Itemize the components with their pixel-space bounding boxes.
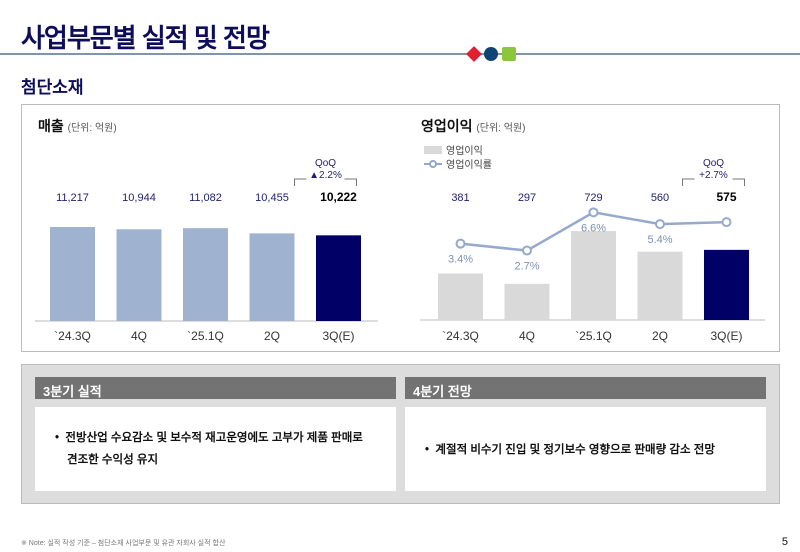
bar	[249, 233, 295, 321]
bar	[183, 228, 228, 321]
value-label: 11,082	[189, 192, 222, 204]
qoq-label: QoQ	[703, 158, 724, 169]
charts-box	[21, 104, 780, 352]
category-label: `25.1Q	[187, 329, 224, 343]
margin-label: 5.4%	[647, 234, 672, 246]
q4-header: 4분기 전망	[405, 377, 766, 399]
value-label: 10,222	[320, 190, 357, 204]
category-label: `24.3Q	[442, 329, 479, 343]
value-label: 297	[518, 192, 536, 204]
category-label: 3Q(E)	[322, 329, 354, 343]
legend-line-label: 영업이익률	[446, 158, 492, 171]
category-label: `25.1Q	[575, 329, 612, 343]
qoq-bracket	[682, 178, 745, 186]
margin-label: 6.6%	[581, 222, 606, 234]
bar	[704, 249, 749, 320]
value-label: 729	[584, 192, 602, 204]
qoq-bracket	[294, 178, 357, 186]
category-label: 4Q	[131, 329, 147, 343]
value-label: 11,217	[56, 192, 89, 204]
page-number: 5	[781, 536, 788, 548]
bar	[116, 229, 162, 321]
category-label: 3Q(E)	[710, 329, 742, 343]
divider	[0, 53, 800, 55]
margin-point	[522, 245, 532, 256]
value-label: 560	[651, 192, 669, 204]
green-square-icon	[502, 47, 516, 61]
value-label: 575	[716, 190, 736, 204]
margin-point	[588, 207, 599, 218]
margin-label: 3.4%	[448, 254, 473, 266]
category-label: `24.3Q	[54, 329, 91, 343]
bar	[50, 227, 95, 321]
bullet-item: • 계절적 비수기 진입 및 정기보수 영향으로 판매량 감소 전망	[425, 444, 715, 456]
bullet-item-cont: 견조한 수익성 유지	[67, 454, 159, 466]
value-label: 10,455	[255, 192, 289, 204]
category-label: 2Q	[264, 329, 280, 343]
page-title: 사업부문별 실적 및 전망	[21, 23, 270, 53]
q4-body: • 계절적 비수기 진입 및 정기보수 영향으로 판매량 감소 전망	[405, 407, 766, 491]
legend-bar-label: 영업이익	[446, 144, 483, 157]
bar	[637, 251, 683, 320]
legend-bar-swatch	[424, 146, 442, 154]
op-chart-title: 영업이익 (단위: 억원)	[421, 118, 526, 134]
bullet-item: • 전방산업 수요감소 및 보수적 재고운영에도 고부가 제품 판매로	[55, 432, 363, 444]
category-label: 4Q	[519, 329, 535, 343]
qoq-value: +2.7%	[699, 170, 728, 181]
qoq-value: ▲2.2%	[309, 170, 342, 181]
summary-panel: 3분기 실적 • 전방산업 수요감소 및 보수적 재고운영에도 고부가 제품 판…	[21, 364, 780, 504]
q3-body: • 전방산업 수요감소 및 보수적 재고운영에도 고부가 제품 판매로 견조한 …	[35, 407, 396, 491]
qoq-label: QoQ	[315, 158, 336, 169]
q3-header: 3분기 실적	[35, 377, 396, 399]
section-title: 첨단소재	[21, 78, 84, 97]
blue-circle-icon	[484, 47, 498, 61]
bar	[504, 283, 550, 320]
margin-point	[655, 219, 665, 230]
bar	[438, 273, 483, 320]
footnote: ※ Note: 실적 작성 기준 – 첨단소재 사업부문 및 유관 자회사 실적…	[21, 540, 226, 547]
value-label: 381	[451, 192, 469, 204]
legend-marker-icon	[429, 160, 437, 168]
bar	[316, 235, 361, 321]
category-label: 2Q	[652, 329, 668, 343]
margin-point	[455, 238, 466, 249]
margin-label: 5.6%	[713, 230, 741, 244]
margin-label: 2.7%	[514, 261, 539, 273]
bar	[571, 231, 616, 320]
margin-point	[721, 217, 732, 228]
sales-chart-title: 매출 (단위: 억원)	[38, 118, 117, 134]
value-label: 10,944	[122, 192, 156, 204]
